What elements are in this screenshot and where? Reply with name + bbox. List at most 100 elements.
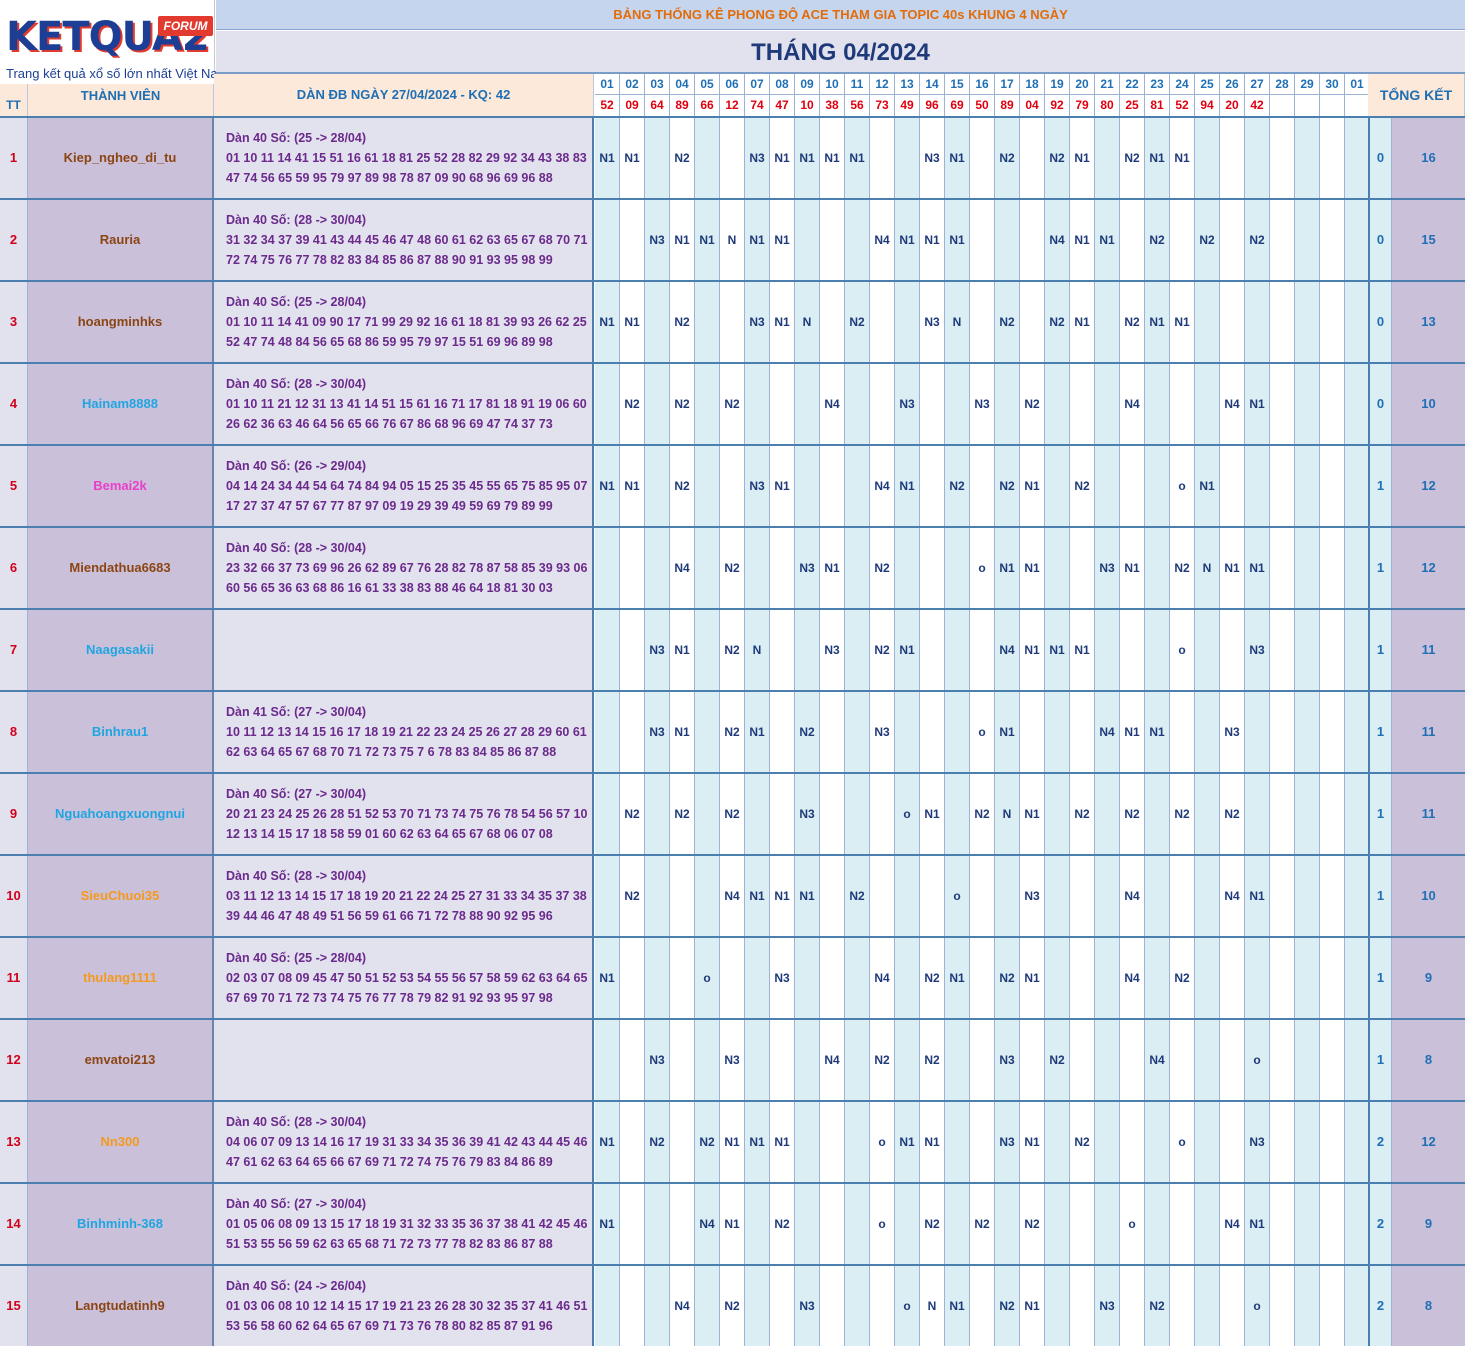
day-mark: N4 (695, 1184, 720, 1264)
day-mark: N2 (995, 282, 1020, 362)
day-mark: N2 (720, 774, 745, 854)
day-mark (670, 938, 695, 1018)
day-result (1320, 95, 1344, 115)
number-set: Dàn 40 Số: (28 -> 30/04) 01 10 11 21 12 3… (214, 364, 594, 444)
day-mark (945, 528, 970, 608)
day-mark: N2 (845, 856, 870, 936)
day-mark (1270, 1266, 1295, 1346)
day-mark (970, 118, 995, 198)
day-mark: N2 (770, 1184, 795, 1264)
day-mark (970, 200, 995, 280)
member-name[interactable]: Binhrau1 (28, 692, 214, 772)
day-mark (1270, 200, 1295, 280)
row-index: 11 (0, 938, 28, 1018)
day-mark: o (1170, 610, 1195, 690)
day-mark: N1 (1195, 446, 1220, 526)
day-mark (1320, 118, 1345, 198)
table-row: 7 Naagasakii N3 N1 N2 N N3 N2 N1 N4 N1 N1 N1 o N3 1 11 (0, 608, 1465, 690)
day-result (1270, 95, 1294, 115)
day-mark: N2 (920, 938, 945, 1018)
day-number: 17 (995, 74, 1019, 95)
day-mark (1070, 364, 1095, 444)
day-mark (1145, 610, 1170, 690)
day-mark (820, 938, 845, 1018)
day-mark: N3 (745, 118, 770, 198)
day-mark (770, 692, 795, 772)
day-mark: N4 (870, 200, 895, 280)
day-header: 29 (1295, 74, 1320, 116)
day-result: 94 (1200, 98, 1214, 112)
day-mark (1070, 1266, 1095, 1346)
member-name[interactable]: hoangminhks (28, 282, 214, 362)
day-mark: N (720, 200, 745, 280)
day-mark: N1 (1020, 1266, 1045, 1346)
day-mark (1295, 364, 1320, 444)
day-header: 01 (1345, 74, 1370, 116)
day-mark (1270, 282, 1295, 362)
miss-count: 2 (1368, 1266, 1392, 1346)
day-mark: N2 (695, 1102, 720, 1182)
day-mark: o (895, 1266, 920, 1346)
day-header: 25 94 (1195, 74, 1220, 116)
day-mark (1320, 610, 1345, 690)
day-result: 92 (1050, 98, 1064, 112)
member-name[interactable]: Naagasakii (28, 610, 214, 690)
day-mark: N2 (1020, 1184, 1045, 1264)
total-count: 11 (1392, 774, 1465, 854)
day-mark: N1 (670, 200, 695, 280)
day-mark (1170, 200, 1195, 280)
day-header: 03 64 (645, 74, 670, 116)
number-set-line: Dàn 40 Số: (26 -> 29/04) (226, 459, 366, 473)
day-mark: N1 (720, 1184, 745, 1264)
site-logo[interactable]: KETQUA2 FORUM Trang kết quả xổ số lớn nh… (0, 0, 228, 84)
day-mark (1145, 1184, 1170, 1264)
day-mark (895, 692, 920, 772)
day-mark (945, 774, 970, 854)
member-name[interactable]: Rauria (28, 200, 214, 280)
table-row: 6 Miendathua6683 Dàn 40 Số: (28 -> 30/04) 2… (0, 526, 1465, 608)
member-name[interactable]: SieuChuoi35 (28, 856, 214, 936)
member-name[interactable]: emvatoi213 (28, 1020, 214, 1100)
day-mark (695, 528, 720, 608)
day-header: 13 49 (895, 74, 920, 116)
day-mark (595, 1020, 620, 1100)
day-mark (1295, 1266, 1320, 1346)
day-header: 01 52 (595, 74, 620, 116)
member-name[interactable]: Hainam8888 (28, 364, 214, 444)
number-set-line: 47 74 56 65 59 95 79 97 89 98 78 87 09 9… (226, 171, 553, 185)
day-number: 21 (1095, 74, 1119, 95)
day-mark: N1 (1245, 528, 1270, 608)
day-mark: N3 (645, 200, 670, 280)
day-mark (1345, 446, 1370, 526)
day-mark: N3 (895, 364, 920, 444)
number-set-line: 51 53 55 56 59 62 63 65 68 71 72 73 77 7… (226, 1237, 553, 1251)
day-mark: o (945, 856, 970, 936)
member-name[interactable]: Miendathua6683 (28, 528, 214, 608)
day-header: 11 56 (845, 74, 870, 116)
day-mark (995, 200, 1020, 280)
member-name[interactable]: Bemai2k (28, 446, 214, 526)
day-mark (945, 1184, 970, 1264)
day-mark (670, 856, 695, 936)
day-mark (595, 856, 620, 936)
number-set-line: 39 44 46 47 48 49 51 56 59 61 66 71 72 7… (226, 909, 553, 923)
member-name[interactable]: Nguahoangxuongnui (28, 774, 214, 854)
day-mark: N4 (995, 610, 1020, 690)
miss-count: 0 (1368, 282, 1392, 362)
day-mark (720, 446, 745, 526)
day-mark: N1 (770, 1102, 795, 1182)
member-name[interactable]: thulang1111 (28, 938, 214, 1018)
day-number: 04 (670, 74, 694, 95)
day-mark (770, 528, 795, 608)
member-name[interactable]: Langtudatinh9 (28, 1266, 214, 1346)
day-mark (1145, 1102, 1170, 1182)
day-mark (870, 118, 895, 198)
day-header: 16 50 (970, 74, 995, 116)
member-name[interactable]: Binhminh-368 (28, 1184, 214, 1264)
member-name[interactable]: Nn300 (28, 1102, 214, 1182)
member-name[interactable]: Kiep_ngheo_di_tu (28, 118, 214, 198)
total-count: 12 (1392, 446, 1465, 526)
number-set: Dàn 40 Số: (25 -> 28/04) 02 03 07 08 09 4… (214, 938, 594, 1018)
day-mark (1295, 446, 1320, 526)
day-mark (1220, 1020, 1245, 1100)
